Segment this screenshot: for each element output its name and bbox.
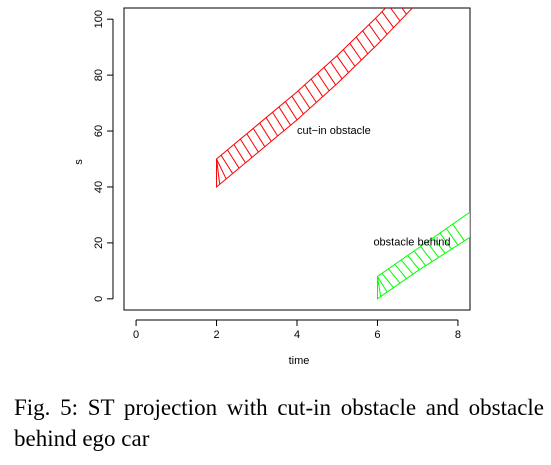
hatch-line: [349, 43, 362, 61]
hatch-line: [310, 78, 324, 97]
hatch-line: [381, 11, 394, 28]
band-1: [376, 211, 470, 300]
plot-area: [216, 0, 470, 300]
hatch-line: [376, 276, 382, 297]
hatch-line: [317, 73, 330, 92]
x-tick-label: 4: [294, 329, 300, 341]
hatch-line: [265, 117, 279, 137]
hatch-line: [272, 112, 285, 131]
hatch-line: [445, 228, 459, 246]
figure-caption: Fig. 5: ST projection with cut-in obstac…: [14, 395, 544, 451]
hatch-line: [362, 30, 375, 48]
y-tick-label: 0: [93, 296, 105, 302]
hatch-line: [433, 237, 446, 254]
y-tick-label: 60: [93, 125, 105, 137]
hatch-line: [246, 133, 259, 153]
y-tick-label: 40: [93, 181, 105, 193]
hatch-line: [239, 138, 253, 158]
hatch-line: [355, 36, 369, 55]
hatch-line: [297, 90, 311, 109]
hatch-line: [377, 276, 388, 293]
hatch-line: [216, 158, 221, 185]
hatch-line: [291, 95, 304, 115]
hatch-line: [330, 61, 343, 80]
hatch-line: [401, 8, 407, 15]
hatch-line: [336, 55, 349, 73]
hatch-line: [420, 246, 433, 262]
hatch-line: [278, 106, 291, 126]
y-tick-label: 20: [93, 237, 105, 249]
band-outline: [376, 211, 470, 300]
hatch-line: [284, 101, 298, 121]
x-axis: 0 2 4 6 8: [133, 319, 461, 341]
hatch-line: [342, 49, 356, 67]
hatch-line: [394, 264, 407, 279]
hatch-line: [259, 122, 272, 142]
x-axis-label: time: [289, 355, 310, 367]
y-axis-label: s: [73, 159, 85, 165]
hatch-line: [227, 149, 240, 169]
hatch-line: [388, 268, 401, 284]
hatch-line: [413, 250, 427, 266]
annotation-label: cut−in obstacle: [297, 125, 371, 137]
y-axis: 0 20 40 60 80 100: [93, 10, 114, 302]
plot-frame: [123, 7, 471, 311]
annotation-label: obstacle behind: [373, 237, 450, 249]
hatch-line: [368, 24, 382, 42]
band-0: [216, 0, 414, 189]
band-outline: [216, 8, 414, 189]
hatch-line: [400, 259, 414, 275]
x-tick-label: 6: [374, 329, 380, 341]
hatch-line: [304, 84, 317, 103]
hatch-line: [389, 8, 401, 22]
hatch-line: [381, 272, 394, 288]
hatch-line: [323, 67, 337, 86]
hatch-line: [452, 223, 465, 242]
y-tick-label: 80: [93, 69, 105, 81]
hatch-line: [375, 17, 388, 35]
hatch-line: [407, 255, 420, 271]
y-tick-label: 100: [93, 10, 105, 28]
hatch-line: [220, 154, 234, 174]
hatch-line: [252, 128, 266, 147]
hatch-line: [426, 241, 440, 258]
x-tick-label: 8: [455, 329, 461, 341]
annotations: cut−in obstacle obstacle behind: [297, 125, 451, 249]
x-tick-label: 2: [213, 329, 219, 341]
st-chart: 0 2 4 6 8 0 20 40 60 80 100 time s cut−in obstacl…: [73, 0, 471, 367]
x-tick-label: 0: [133, 329, 139, 341]
hatch-line: [233, 144, 246, 164]
hatch-line: [439, 232, 452, 250]
hatch-line: [401, 0, 413, 7]
hatch-line: [216, 158, 227, 180]
